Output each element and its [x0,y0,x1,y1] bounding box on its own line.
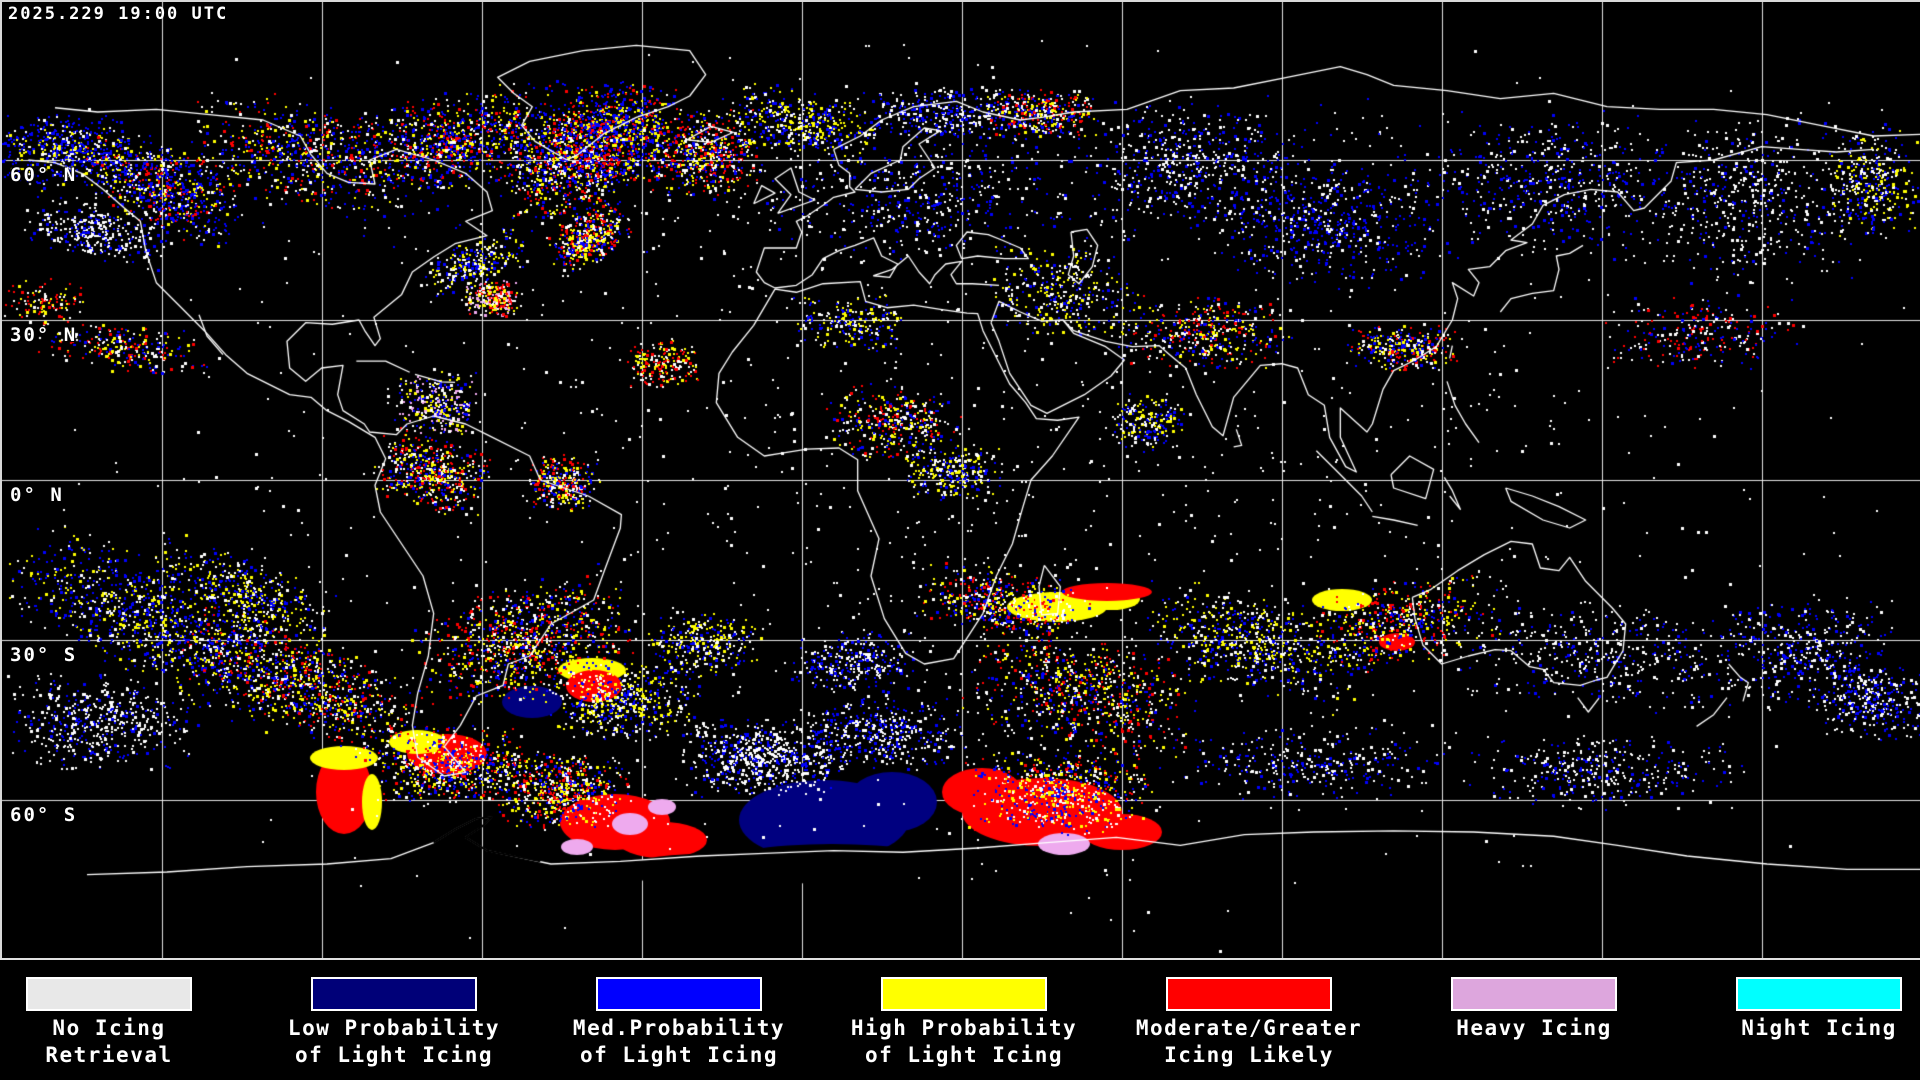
legend-label-moderate-greater-icing: Moderate/Greater Icing Likely [1106,1015,1392,1069]
legend-item-no-icing-retrieval: No Icing Retrieval [0,960,252,1069]
legend-label-line: Heavy Icing [1456,1016,1612,1040]
legend-item-low-prob-light-icing: Low Probability of Light Icing [251,960,537,1069]
legend-label-line: Moderate/Greater [1135,1016,1363,1040]
latitude-label: 30° N [10,324,78,346]
legend-label-med-prob-light-icing: Med.Probability of Light Icing [536,1015,822,1069]
legend-label-heavy-icing: Heavy Icing [1391,1015,1677,1042]
legend-swatch-med-prob-light-icing [596,977,762,1011]
legend-label-line: Icing Likely [1164,1043,1334,1067]
legend-label-high-prob-light-icing: High Probability of Light Icing [821,1015,1107,1069]
timestamp-label: 2025.229 19:00 UTC [8,4,229,24]
legend-label-line: Med.Probability [572,1016,786,1040]
legend-label-line: of Light Icing [294,1043,493,1067]
world-icing-map: 2025.229 19:00 UTC 60° N 30° N 0° N 30° S 60… [0,0,1920,958]
legend-label-low-prob-light-icing: Low Probability of Light Icing [251,1015,537,1069]
legend-label-line: of Light Icing [579,1043,778,1067]
legend-item-night-icing: Night Icing [1676,960,1920,1042]
legend-item-med-prob-light-icing: Med.Probability of Light Icing [536,960,822,1069]
latitude-label: 60° N [10,164,78,186]
latitude-label: 30° S [10,644,78,666]
legend-item-moderate-greater-icing: Moderate/Greater Icing Likely [1106,960,1392,1069]
legend-swatch-low-prob-light-icing [311,977,477,1011]
legend-label-line: Retrieval [45,1043,173,1067]
legend-label-night-icing: Night Icing [1676,1015,1920,1042]
legend-label-no-icing-retrieval: No Icing Retrieval [0,1015,252,1069]
legend-label-line: Low Probability [287,1016,501,1040]
legend-bar: No Icing Retrieval Low Probability of Light… [0,958,1920,1080]
legend-swatch-high-prob-light-icing [881,977,1047,1011]
legend-item-heavy-icing: Heavy Icing [1391,960,1677,1042]
legend-label-line: of Light Icing [864,1043,1063,1067]
legend-swatch-night-icing [1736,977,1902,1011]
legend-label-line: Night Icing [1741,1016,1897,1040]
legend-swatch-no-icing-retrieval [26,977,192,1011]
legend-label-line: No Icing [52,1016,166,1040]
legend-label-line: High Probability [850,1016,1078,1040]
icing-map-canvas [2,2,1920,958]
latitude-label: 0° N [10,484,64,506]
latitude-label: 60° S [10,804,78,826]
legend-item-high-prob-light-icing: High Probability of Light Icing [821,960,1107,1069]
legend-swatch-moderate-greater-icing [1166,977,1332,1011]
legend-swatch-heavy-icing [1451,977,1617,1011]
